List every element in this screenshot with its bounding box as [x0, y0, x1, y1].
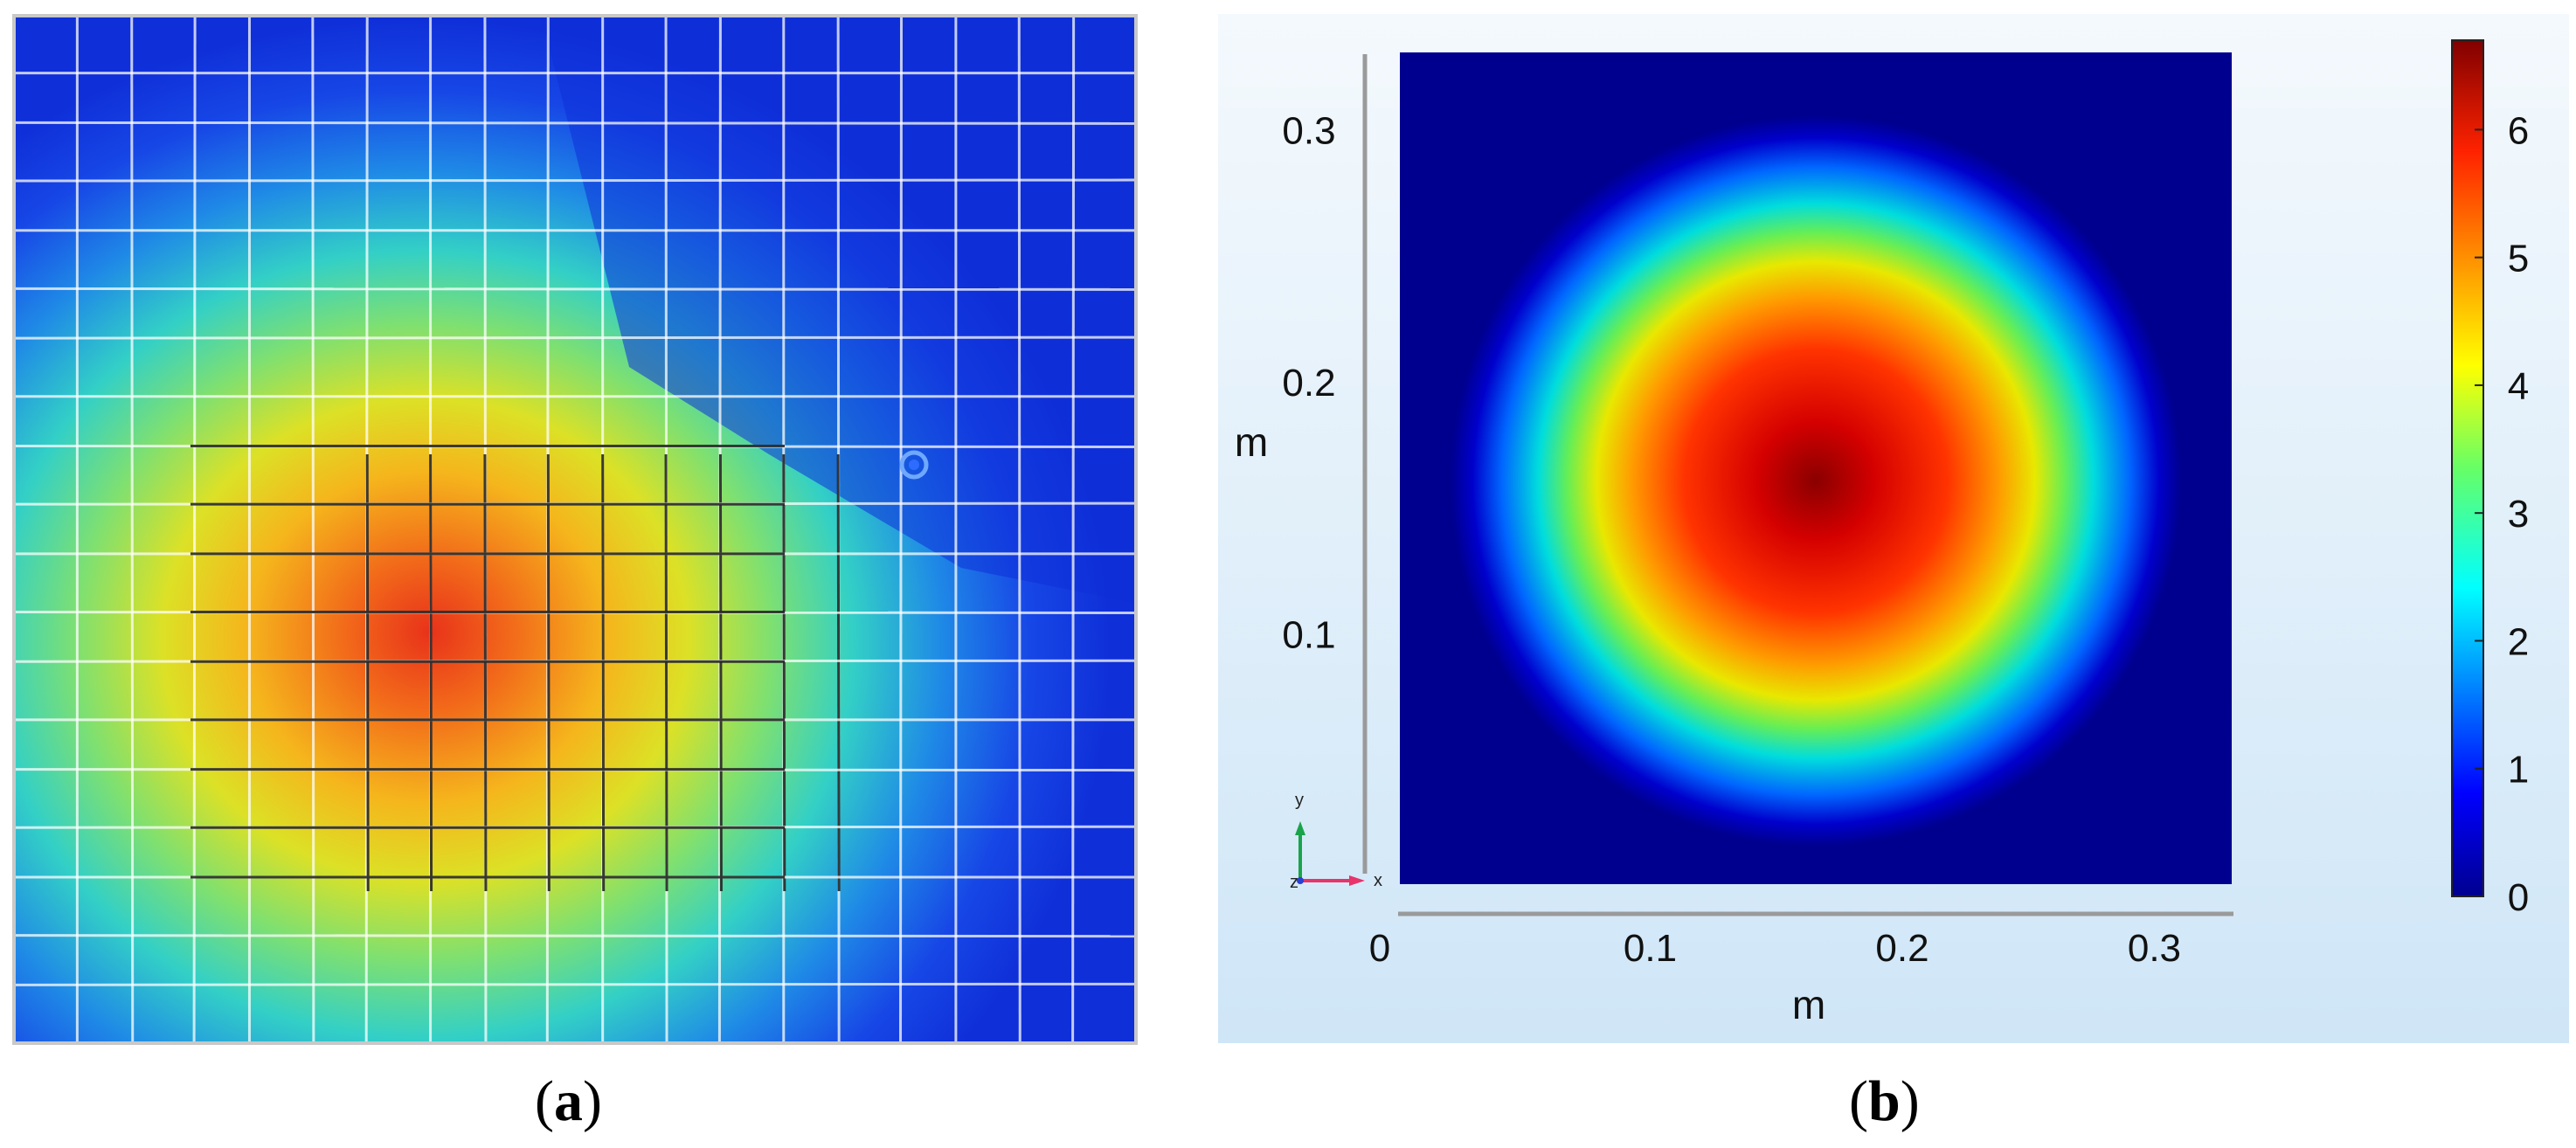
grid-vline-dark	[483, 453, 488, 892]
colorbar-tick-label: 1	[2508, 749, 2529, 792]
panel-b-x-label: m	[1792, 982, 1825, 1027]
panel-b: 0 0.1 0.2 0.3 0.1 0.2 0.3 m m y x z 0 1 2 3 4 5 6	[1218, 14, 2569, 1043]
grid-hline	[16, 287, 1134, 291]
grid-vline-dark	[429, 453, 433, 892]
grid-vline-dark	[782, 453, 786, 892]
grid-vline	[1017, 17, 1021, 1041]
colorbar-tick-label: 5	[2508, 238, 2529, 280]
colorbar-tick-label: 3	[2508, 493, 2529, 536]
x-tick-label: 0	[1369, 927, 1390, 970]
triad-z-dot	[1297, 877, 1304, 884]
colorbar-tick-label: 6	[2508, 109, 2529, 152]
grid-hline	[16, 934, 1134, 938]
panel-b-x-ticks: 0 0.1 0.2 0.3	[1369, 927, 2181, 970]
y-tick-label: 0.1	[1282, 614, 1335, 657]
grid-vline-dark	[718, 453, 723, 892]
caption-b: (b)	[1849, 1069, 1920, 1133]
grid-vline-dark	[836, 453, 841, 892]
triad-x-label: x	[1374, 871, 1382, 890]
panel-b-heatmap-spot	[1451, 115, 2181, 847]
triad-x-arrowhead	[1349, 875, 1365, 886]
triad-y-arrowhead	[1295, 821, 1305, 835]
triad-z-label: z	[1290, 873, 1298, 892]
grid-vline-dark	[365, 453, 370, 892]
panel-a-measurement-grid	[16, 17, 1134, 1041]
y-tick-label: 0.2	[1282, 362, 1335, 405]
grid-vline	[130, 17, 135, 1041]
x-tick-label: 0.3	[2128, 927, 2181, 970]
y-tick-label: 0.3	[1282, 110, 1335, 153]
colorbar	[2451, 39, 2484, 897]
grid-vline	[899, 17, 904, 1041]
panel-b-y-label: m	[1235, 419, 1268, 465]
grid-vline	[311, 17, 315, 1041]
grid-vline-dark	[546, 453, 551, 892]
panel-a	[12, 14, 1138, 1045]
panel-a-marker-dot	[909, 460, 919, 470]
grid-hline	[16, 178, 1134, 183]
colorbar-ticks: 0 1 2 3 4 5 6	[2475, 109, 2529, 919]
x-tick-label: 0.2	[1875, 927, 1929, 970]
colorbar-tick-label: 4	[2508, 365, 2529, 408]
grid-vline	[1071, 17, 1076, 1041]
colorbar-tick-label: 0	[2508, 876, 2529, 919]
panel-a-marker	[899, 450, 929, 480]
colorbar-tick-label: 2	[2508, 620, 2529, 663]
grid-vline-dark	[601, 453, 606, 892]
grid-vline	[192, 17, 197, 1041]
grid-hline	[16, 982, 1134, 986]
caption-a: (a)	[535, 1069, 602, 1133]
panel-b-y-ticks: 0.1 0.2 0.3	[1282, 110, 1335, 657]
panel-b-axis-triad: y x z	[1290, 791, 1382, 892]
grid-hline	[16, 335, 1134, 340]
triad-y-label: y	[1295, 791, 1304, 810]
grid-hline	[16, 121, 1134, 125]
x-tick-label: 0.1	[1624, 927, 1677, 970]
grid-vline-dark	[664, 453, 668, 892]
